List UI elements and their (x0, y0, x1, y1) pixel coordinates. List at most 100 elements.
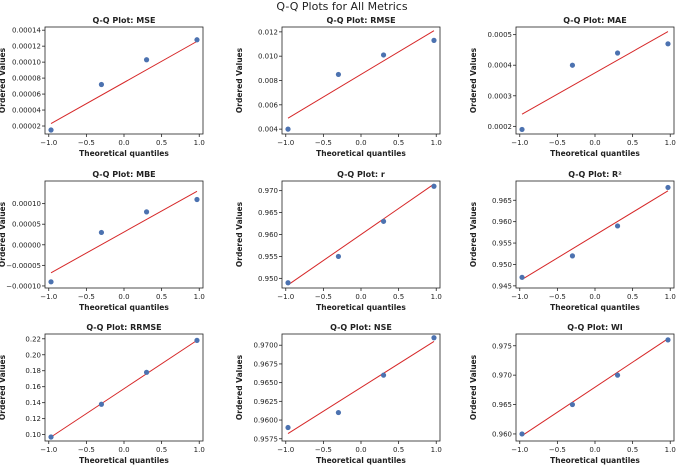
y-axis-label: Ordered Values (0, 47, 7, 113)
data-point (380, 372, 387, 378)
y-tick-label: 0.9675 (254, 360, 279, 368)
y-tick-label: 0.00002 (12, 123, 41, 131)
qq-plot-wi: Q-Q Plot: WI −1.0 −0.5 0.0 0.5 1.0 0.960 0.965 0… (469, 323, 676, 465)
x-tick-label: 1.0 (194, 139, 205, 147)
x-tick-label: 0.5 (393, 446, 404, 454)
x-tick-label: −0.5 (78, 446, 95, 454)
reference-line (521, 190, 669, 280)
y-tick-label: 0.0002 (488, 123, 513, 131)
data-point (143, 369, 150, 375)
data-point (48, 279, 54, 285)
x-tick-label: −0.5 (549, 446, 566, 454)
qq-plot-rmse: Q-Q Plot: RMSE −1.0 −0.5 0.0 0.5 1.0 0.004 0.00… (235, 16, 442, 158)
y-tick-label: 0.0003 (488, 92, 513, 100)
y-tick-label: 0.00006 (12, 91, 41, 99)
y-tick-label: 0.14 (25, 399, 41, 407)
reference-line (50, 190, 198, 274)
reference-line (287, 30, 435, 119)
y-tick-label: 0.955 (258, 253, 278, 261)
y-tick-label: 0.0004 (488, 62, 513, 70)
x-axis-label: Theoretical quantiles (316, 149, 406, 158)
x-axis-label: Theoretical quantiles (550, 149, 640, 158)
y-tick-label: 0.12 (25, 415, 41, 423)
y-axis-label: Ordered Values (0, 354, 7, 420)
data-point (335, 409, 342, 416)
reference-line (287, 341, 435, 434)
reference-line (521, 338, 669, 437)
y-tick-label: 0.945 (492, 282, 512, 290)
data-point (614, 50, 621, 56)
y-tick-label: 0.9575 (254, 435, 279, 443)
data-point (285, 280, 291, 286)
x-tick-label: 0.0 (355, 446, 366, 454)
x-axis-label: Theoretical quantiles (550, 303, 640, 312)
x-tick-label: 0.5 (627, 139, 638, 147)
data-point (569, 62, 576, 68)
y-axis-label: Ordered Values (0, 201, 7, 267)
x-tick-label: 1.0 (194, 293, 205, 301)
data-point (519, 274, 525, 280)
y-tick-label: 0.22 (25, 335, 41, 343)
y-tick-label: 0.18 (25, 367, 41, 375)
data-point (569, 401, 576, 408)
y-tick-label: 0.950 (492, 261, 512, 269)
x-axis-label: Theoretical quantiles (79, 149, 169, 158)
y-tick-label: 0.00010 (12, 59, 41, 67)
plot-title: Q-Q Plot: WI (567, 323, 623, 332)
data-point (519, 431, 525, 437)
y-tick-label: 0.960 (492, 430, 512, 438)
data-point (194, 337, 200, 343)
x-axis-label: Theoretical quantiles (316, 303, 406, 312)
data-point (48, 127, 54, 133)
plot-title: Q-Q Plot: RRMSE (86, 323, 161, 332)
x-axis-label: Theoretical quantiles (550, 456, 640, 465)
data-point (285, 424, 291, 431)
x-tick-label: 1.0 (431, 139, 442, 147)
x-tick-label: −0.5 (315, 139, 332, 147)
reference-line (287, 183, 435, 286)
y-tick-label: 0.004 (258, 126, 279, 134)
qq-plot-mae: Q-Q Plot: MAE −1.0 −0.5 0.0 0.5 1.0 0.0002 0.00… (469, 16, 676, 158)
data-point (194, 196, 200, 203)
data-point (98, 401, 105, 407)
x-tick-label: 0.5 (156, 293, 167, 301)
x-tick-label: −0.5 (78, 139, 95, 147)
x-tick-label: 0.5 (393, 293, 404, 301)
x-tick-label: 0.5 (393, 139, 404, 147)
data-point (614, 223, 621, 229)
plot-title: Q-Q Plot: MSE (93, 16, 156, 25)
x-tick-label: 1.0 (431, 293, 442, 301)
x-tick-label: 0.5 (156, 446, 167, 454)
y-tick-label: 0.006 (258, 101, 279, 109)
data-point (98, 81, 105, 88)
y-tick-label: 0.9700 (254, 342, 279, 350)
reference-line (50, 40, 198, 125)
x-tick-label: 0.0 (118, 139, 129, 147)
y-tick-label: 0.00005 (12, 221, 41, 229)
plot-frame (44, 180, 204, 289)
y-tick-label: 0.975 (492, 342, 512, 350)
x-tick-label: 0.0 (589, 446, 600, 454)
y-tick-label: 0.00000 (12, 241, 41, 249)
data-point (665, 337, 671, 343)
data-point (285, 126, 291, 132)
data-point (569, 253, 576, 259)
data-point (431, 37, 437, 43)
x-tick-label: 1.0 (665, 446, 676, 454)
x-tick-label: 0.0 (118, 293, 129, 301)
figure-title: Q-Q Plots for All Metrics (276, 0, 407, 13)
y-axis-label: Ordered Values (235, 47, 244, 113)
x-tick-label: −0.5 (315, 293, 332, 301)
y-tick-label: 0.010 (258, 53, 278, 61)
y-tick-label: 0.00010 (12, 200, 41, 208)
data-point (48, 434, 54, 440)
plot-frame (281, 26, 441, 135)
data-point (519, 126, 525, 133)
data-point (335, 253, 342, 260)
y-tick-label: 0.012 (258, 28, 278, 36)
y-tick-label: 0.965 (258, 209, 278, 217)
data-point (98, 229, 105, 236)
x-axis-label: Theoretical quantiles (79, 303, 169, 312)
qq-plot-nse: Q-Q Plot: NSE −1.0 −0.5 0.0 0.5 1.0 0.9575 0.96… (235, 323, 442, 465)
y-tick-label: 0.00014 (12, 27, 41, 35)
